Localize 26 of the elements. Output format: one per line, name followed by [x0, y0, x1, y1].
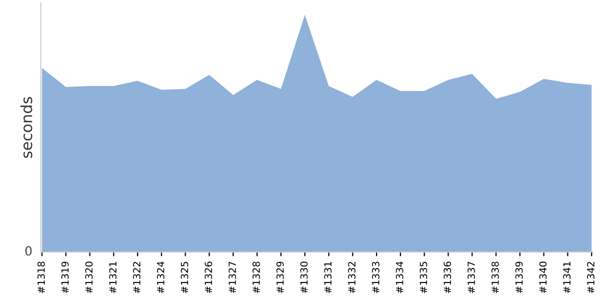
x-tick-label: #1333 — [372, 262, 380, 294]
x-tick-label: #1335 — [420, 262, 428, 294]
x-tick-label: #1336 — [444, 262, 452, 294]
x-tick-label: #1322 — [133, 262, 140, 294]
y-axis-title: seconds — [20, 97, 32, 158]
x-tick-label: #1318 — [37, 262, 45, 294]
x-tick-label: #1319 — [61, 262, 69, 294]
x-tick-label: #1342 — [587, 262, 594, 294]
x-tick-label: #1321 — [109, 262, 117, 294]
text: 0 — [25, 246, 32, 256]
x-tick-label: #1340 — [539, 262, 547, 294]
x-tick-label: #1337 — [468, 262, 475, 294]
x-tick-label: #1338 — [491, 262, 499, 294]
x-tick-label: #1330 — [300, 262, 308, 294]
x-tick-label: #1332 — [348, 262, 356, 294]
x-tick-label: #1339 — [515, 262, 523, 294]
x-tick-label: #1334 — [396, 262, 404, 294]
x-tick-label: #1327 — [228, 262, 236, 294]
x-tick-label: #1325 — [180, 262, 188, 294]
x-tick-label: #1329 — [276, 262, 284, 294]
x-tick-label: #1331 — [324, 262, 332, 294]
x-tick-label: #1324 — [156, 262, 164, 294]
x-tick-label: #1341 — [563, 262, 571, 294]
x-tick-label: #1320 — [85, 262, 93, 294]
x-tick-label: #1328 — [252, 262, 260, 294]
x-tick-label: #1326 — [204, 262, 212, 294]
